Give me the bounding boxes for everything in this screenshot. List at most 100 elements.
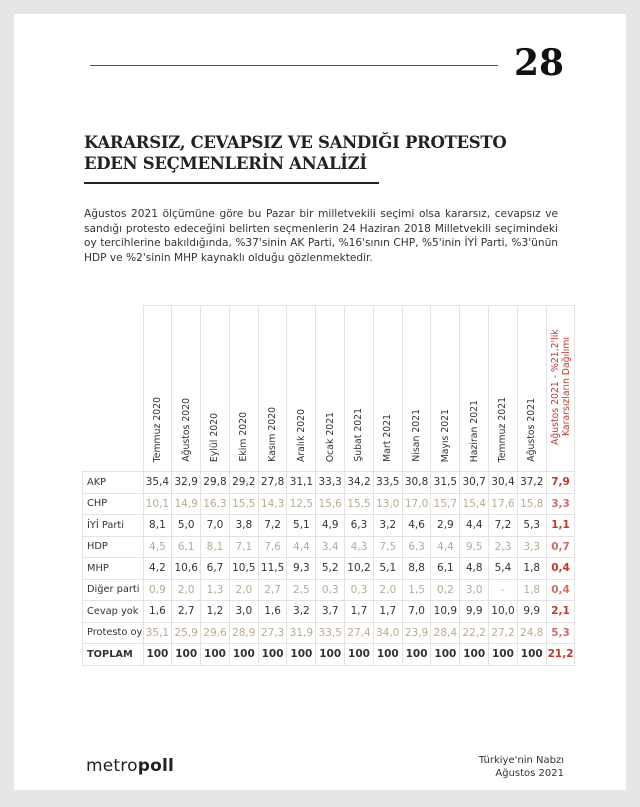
footer-line-2: Ağustos 2021	[495, 768, 564, 779]
table-cell: 100	[459, 643, 490, 666]
metropoll-logo: metropoll	[86, 756, 174, 776]
table-cell: 5,0	[171, 514, 202, 537]
table-cell: 3,2	[372, 514, 403, 537]
column-header: Mart 2021	[372, 305, 403, 472]
row-label: İYİ Parti	[82, 514, 144, 537]
table-cell: 0,4	[545, 557, 576, 580]
table-cell: 35,1	[142, 621, 173, 644]
table-cell: 15,7	[430, 492, 461, 515]
column-header-label: Ağustos 2020	[180, 398, 192, 462]
column-header: Haziran 2021	[459, 305, 490, 472]
column-header-label: Eylül 2020	[209, 412, 221, 462]
table-cell: 15,6	[315, 492, 346, 515]
column-header-label: Aralık 2020	[295, 408, 307, 462]
table-cell: 1,3	[200, 578, 230, 601]
column-header-label: Nisan 2021	[411, 409, 423, 462]
table-cell: 0,9	[142, 578, 173, 601]
table-cell: 2,0	[372, 578, 403, 601]
table-row: İYİ Parti 8,1 5,0 7,0 3,8 7,2 5,1 4,9 6,3 3,2 4,6 2…	[82, 514, 576, 537]
table-cell: 100	[228, 643, 259, 666]
table-cell: 24,8	[516, 621, 547, 644]
vote-distribution-table: Temmuz 2020 Ağustos 2020 Eylül 2020 Ekim 20…	[82, 305, 576, 666]
table-cell: 9,9	[459, 600, 490, 623]
title-underline	[84, 182, 379, 184]
table-cell: 9,9	[516, 600, 547, 623]
intro-paragraph: Ağustos 2021 ölçümüne göre bu Pazar bir …	[84, 208, 558, 264]
row-label: Protesto oy	[82, 621, 144, 644]
table-cell: 4,5	[142, 535, 173, 558]
column-header: Ekim 2020	[228, 305, 259, 472]
table-cell: 1,7	[372, 600, 403, 623]
table-cell: 0,2	[430, 578, 461, 601]
table-cell: 31,1	[286, 471, 317, 494]
table-cell: 7,9	[545, 471, 576, 494]
table-cell: 1,2	[200, 600, 230, 623]
table-cell: 10,5	[228, 557, 259, 580]
table-cell: 0,3	[344, 578, 374, 601]
table-cell: 27,2	[488, 621, 518, 644]
header-rule	[90, 65, 498, 66]
table-cell: 4,2	[142, 557, 173, 580]
table-cell: 6,1	[171, 535, 202, 558]
row-label: TOPLAM	[82, 643, 144, 666]
table-cell: 100	[286, 643, 317, 666]
table-cell: 8,1	[200, 535, 230, 558]
footer-line-1: Türkiye'nin Nabzı	[478, 755, 564, 766]
table-cell: 100	[171, 643, 202, 666]
table-cell: 3,4	[315, 535, 346, 558]
table-cell: 31,5	[430, 471, 461, 494]
table-cell: 27,4	[344, 621, 374, 644]
table-cell: 5,3	[545, 621, 576, 644]
table-cell: 4,4	[430, 535, 461, 558]
table-cell: 10,0	[488, 600, 518, 623]
table-cell: 7,6	[257, 535, 288, 558]
column-header-label: Şubat 2021	[353, 408, 365, 462]
table-cell: 100	[142, 643, 173, 666]
column-header: Temmuz 2020	[142, 305, 173, 472]
table-cell: 29,8	[200, 471, 230, 494]
table-cell: 15,4	[459, 492, 490, 515]
table-cell: 1,7	[344, 600, 374, 623]
table-cell: 14,3	[257, 492, 288, 515]
table-cell: 6,7	[200, 557, 230, 580]
table-cell: 3,3	[545, 492, 576, 515]
table-cell: 12,5	[286, 492, 317, 515]
table-cell: 100	[200, 643, 230, 666]
table-cell: 7,1	[228, 535, 259, 558]
row-label: Diğer parti	[82, 578, 144, 601]
table-cell: 4,4	[459, 514, 490, 537]
table-cell: 11,5	[257, 557, 288, 580]
table-cell: 4,3	[344, 535, 374, 558]
table-cell: 33,3	[315, 471, 346, 494]
table-cell: 6,1	[430, 557, 461, 580]
table-cell: 16,3	[200, 492, 230, 515]
table-cell: 6,3	[344, 514, 374, 537]
column-header: Ağustos 2020	[171, 305, 202, 472]
table-cell: 10,1	[142, 492, 173, 515]
table-cell: 3,7	[315, 600, 346, 623]
row-label: CHP	[82, 492, 144, 515]
table-cell: 33,5	[372, 471, 403, 494]
table-cell: 3,8	[228, 514, 259, 537]
table-cell: 30,8	[401, 471, 432, 494]
table-cell: 5,1	[286, 514, 317, 537]
table-cell: 8,8	[401, 557, 432, 580]
table-cell: 100	[257, 643, 288, 666]
table-cell: 4,8	[459, 557, 490, 580]
table-cell: 0,3	[315, 578, 346, 601]
table-cell: 4,6	[401, 514, 432, 537]
table-cell: 6,3	[401, 535, 432, 558]
table-cell: 1,6	[257, 600, 288, 623]
table-cell: 1,1	[545, 514, 576, 537]
table-cell: 1,8	[516, 578, 547, 601]
table-cell: 2,5	[286, 578, 317, 601]
column-header-label: Mayıs 2021	[439, 408, 451, 462]
page-number: 28	[514, 42, 565, 84]
table-row: CHP 10,1 14,9 16,3 15,5 14,3 12,5 15,6 15,5 13,0 1…	[82, 492, 576, 515]
table-cell: 0,4	[545, 578, 576, 601]
table-cell: 15,5	[228, 492, 259, 515]
footer-caption: Türkiye'nin Nabzı Ağustos 2021	[479, 754, 564, 780]
table-row: Protesto oy 35,1 25,9 29,6 28,9 27,3 31,9 33,5 2…	[82, 621, 576, 644]
table-row: Diğer parti 0,9 2,0 1,3 2,0 2,7 2,5 0,3 0,3 2,0 1,…	[82, 578, 576, 601]
table-cell: 2,9	[430, 514, 461, 537]
